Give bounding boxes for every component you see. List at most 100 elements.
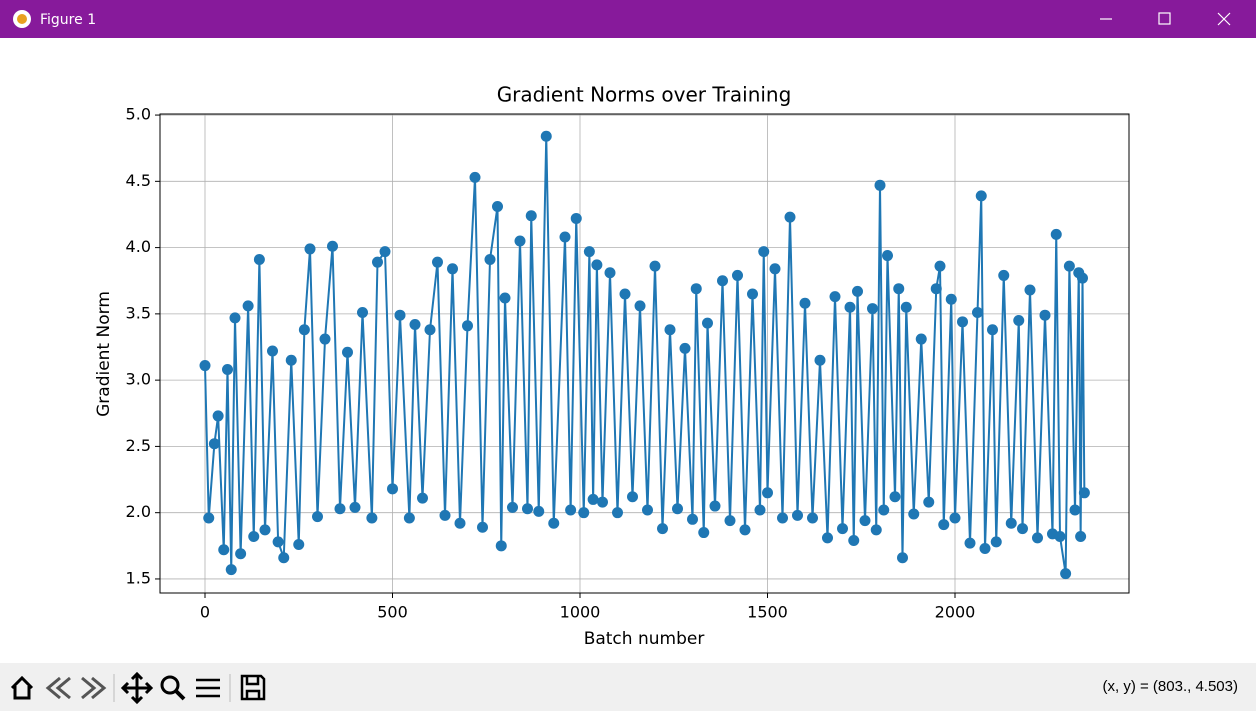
data-point [432,256,443,268]
forward-button[interactable] [81,676,107,700]
data-point [897,552,908,564]
data-point [664,324,676,336]
data-point [1017,523,1028,535]
data-point [587,493,599,505]
data-point [702,317,713,329]
data-point [253,254,265,266]
data-point [514,235,526,247]
data-point [979,542,991,554]
data-point [225,564,237,576]
data-point [597,496,608,508]
y-tick-label: 5.0 [126,105,151,124]
x-tick-label: 1500 [747,603,788,622]
data-point [822,532,833,544]
home-button[interactable] [10,675,34,700]
pan-button[interactable] [120,671,154,705]
data-point [342,346,353,358]
data-point [807,512,818,524]
data-point [900,301,912,313]
x-tick-label: 500 [377,603,408,622]
data-point [679,342,691,354]
toolbar-icons [10,671,266,705]
data-point [762,487,773,499]
y-tick-label: 4.5 [126,171,151,190]
data-point [642,504,653,516]
data-point [366,512,378,524]
y-axis-label: Gradient Norm [94,291,114,417]
axes-frame [159,113,1130,594]
data-point [278,552,290,564]
data-point [203,512,215,524]
data-point [199,360,211,372]
data-point [754,504,766,516]
data-point [462,320,473,332]
data-point [477,521,488,533]
status-text: (x, y) = (803., 4.503) [1103,678,1238,695]
data-point [1039,309,1051,321]
toolbar [0,663,1256,711]
maximize-button[interactable] [1158,12,1171,25]
data-point [403,512,415,524]
data-point [1077,272,1088,284]
data-point [447,263,458,275]
data-point [1075,531,1087,543]
data-point [218,544,230,556]
data-point [878,504,890,516]
x-tick-label: 0 [200,603,210,622]
data-point [1050,228,1062,240]
data-point [709,500,721,512]
data-point [1063,260,1075,272]
zoom-button[interactable] [160,675,180,695]
x-axis-label: Batch number [584,629,705,649]
title-bar [0,0,1256,38]
data-point [298,324,310,336]
data-point [387,483,398,495]
data-point [814,354,826,366]
data-point [285,354,297,366]
close-button[interactable] [1217,12,1231,26]
data-point [867,303,878,315]
data-point [439,509,451,521]
app-icon-inner [17,14,27,24]
data-point [908,508,920,520]
data-point [829,291,841,303]
data-point [923,496,935,508]
data-point [687,513,698,525]
back-button[interactable] [45,676,71,700]
data-point [1060,568,1072,580]
data-point [859,515,871,527]
data-point [1069,504,1081,516]
data-point [327,240,338,252]
configure-button[interactable] [196,678,220,698]
data-point [540,130,552,142]
data-point [559,231,571,243]
data-point [975,190,987,202]
save-button[interactable] [240,674,266,701]
data-point [717,275,728,287]
data-point [394,309,406,321]
data-point [758,246,770,258]
data-point [334,503,346,515]
y-tick-label: 2.5 [126,436,151,455]
data-point [792,509,803,521]
data-point [934,260,946,272]
data-point [212,410,224,422]
y-tick-label: 2.0 [126,502,151,521]
data-point [1013,314,1025,326]
data-point [272,536,284,548]
data-point [949,512,961,524]
data-point [930,283,942,295]
data-point [372,256,383,268]
x-tick-label: 2000 [935,603,976,622]
data-point [945,293,957,305]
data-point [379,246,391,258]
data-point [957,316,968,328]
data-point [799,297,811,309]
data-point [837,523,848,535]
data-point [844,301,856,313]
zoom-handle [174,689,186,701]
data-point [495,540,507,552]
data-point [548,517,560,529]
